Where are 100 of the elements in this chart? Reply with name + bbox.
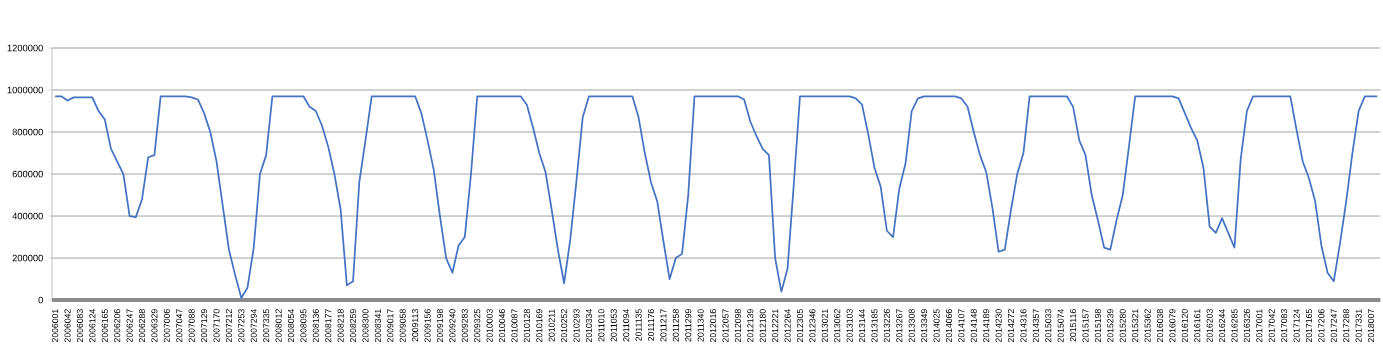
x-tick-label: 2011053 bbox=[610, 309, 617, 342]
x-tick-label: 2012221 bbox=[772, 309, 779, 343]
x-tick-label: 2006206 bbox=[114, 309, 121, 343]
x-tick-label: 2013185 bbox=[871, 309, 878, 343]
y-tick-label: 200000 bbox=[12, 254, 43, 262]
x-tick-label: 2009113 bbox=[412, 309, 419, 342]
x-tick-label: 2016203 bbox=[1206, 309, 1213, 343]
x-tick-label: 2011010 bbox=[598, 309, 605, 342]
x-tick-label: 2011217 bbox=[660, 309, 667, 342]
y-tick-label: 1000000 bbox=[7, 86, 43, 94]
x-tick-label: 2013103 bbox=[846, 309, 853, 343]
x-tick-label: 2015362 bbox=[1144, 309, 1151, 343]
x-tick-label: 2006165 bbox=[101, 309, 108, 343]
x-tick-label: 2007335 bbox=[263, 309, 270, 343]
x-tick-label: 2007006 bbox=[163, 309, 170, 343]
x-tick-label: 2007129 bbox=[201, 309, 208, 343]
x-tick-label: 2016285 bbox=[1231, 309, 1238, 343]
x-tick-label: 2010252 bbox=[561, 309, 568, 343]
x-tick-label: 2014189 bbox=[983, 309, 990, 343]
x-tick-label: 2012098 bbox=[734, 309, 741, 343]
x-tick-label: 2007047 bbox=[176, 309, 183, 343]
x-tick-label: 2012139 bbox=[747, 309, 754, 343]
x-tick-label: 2017331 bbox=[1355, 309, 1362, 343]
x-tick-label: 2006001 bbox=[52, 309, 59, 343]
x-tick-label: 2015116 bbox=[1070, 309, 1077, 342]
x-tick-label: 2006247 bbox=[126, 309, 133, 343]
x-tick-label: 2008095 bbox=[300, 309, 307, 343]
x-tick-label: 2012264 bbox=[784, 309, 791, 343]
x-tick-label: 2017124 bbox=[1293, 309, 1300, 343]
x-tick-label: 2010128 bbox=[523, 309, 530, 343]
x-tick-label: 2014025 bbox=[933, 309, 940, 343]
x-tick-label: 2014316 bbox=[1020, 309, 1027, 343]
x-tick-label: 2011340 bbox=[697, 309, 704, 342]
y-tick-label: 1200000 bbox=[7, 44, 43, 52]
x-tick-label: 2008259 bbox=[350, 309, 357, 343]
x-tick-label: 2016038 bbox=[1156, 309, 1164, 343]
x-tick-label: 2015074 bbox=[1057, 309, 1064, 343]
x-tick-label: 2015033 bbox=[1045, 309, 1052, 343]
x-tick-label: 2014272 bbox=[1007, 309, 1015, 343]
x-tick-label: 2006083 bbox=[76, 309, 84, 343]
x-tick-label: 2017206 bbox=[1318, 309, 1325, 343]
x-tick-label: 2011258 bbox=[672, 309, 679, 342]
x-tick-label: 2011299 bbox=[685, 309, 692, 342]
x-tick-label: 2013267 bbox=[896, 309, 903, 343]
x-tick-label: 2013021 bbox=[821, 309, 828, 343]
x-tick-label: 2009240 bbox=[449, 309, 456, 343]
x-tick-label: 2011176 bbox=[647, 309, 655, 341]
x-tick-label: 2011094 bbox=[623, 309, 630, 342]
x-tick-label: 2011135 bbox=[635, 309, 642, 341]
x-tick-label: 2012057 bbox=[722, 309, 729, 343]
x-tick-label: 2016244 bbox=[1219, 309, 1226, 343]
x-tick-label: 2016326 bbox=[1243, 309, 1250, 343]
x-tick-label: 2017288 bbox=[1343, 309, 1350, 343]
y-tick-label: 0 bbox=[38, 296, 43, 304]
x-tick-label: 2009058 bbox=[399, 309, 406, 343]
x-tick-label: 2016120 bbox=[1181, 309, 1188, 343]
x-tick-label: 2006329 bbox=[151, 309, 158, 343]
x-tick-label: 2010169 bbox=[536, 309, 543, 343]
x-tick-label: 2016161 bbox=[1194, 309, 1201, 343]
x-tick-label: 2013062 bbox=[834, 309, 841, 343]
x-tick-label: 2006288 bbox=[138, 309, 146, 343]
x-tick-label: 2015321 bbox=[1132, 309, 1139, 343]
x-tick-label: 2007294 bbox=[250, 309, 257, 343]
x-tick-label: 2015239 bbox=[1107, 309, 1114, 343]
x-tick-label: 2017083 bbox=[1281, 309, 1288, 343]
y-tick-label: 600000 bbox=[12, 170, 43, 178]
x-tick-label: 2009198 bbox=[436, 309, 444, 343]
x-tick-label: 2008012 bbox=[275, 309, 282, 343]
x-tick-label: 2013349 bbox=[921, 309, 928, 343]
x-tick-label: 2006042 bbox=[64, 309, 71, 343]
x-tick-label: 2010046 bbox=[498, 309, 506, 343]
x-tick-label: 2010334 bbox=[585, 309, 592, 343]
x-tick-label: 2015198 bbox=[1094, 309, 1101, 343]
x-tick-label: 2008177 bbox=[325, 309, 332, 343]
x-tick-label: 2012346 bbox=[809, 309, 816, 343]
x-tick-label: 2012305 bbox=[796, 309, 804, 343]
x-tick-label: 2013308 bbox=[908, 309, 915, 343]
x-tick-label: 2012180 bbox=[759, 309, 766, 343]
x-tick-label: 2008136 bbox=[312, 309, 319, 343]
x-tick-label: 2007088 bbox=[188, 309, 195, 343]
x-tick-label: 2013144 bbox=[858, 309, 866, 343]
x-tick-label: 2008218 bbox=[337, 309, 344, 343]
x-tick-label: 2008054 bbox=[287, 309, 295, 343]
x-tick-label: 2015157 bbox=[1082, 309, 1089, 343]
x-tick-label: 2010003 bbox=[486, 309, 493, 343]
x-tick-label: 2010087 bbox=[511, 309, 518, 343]
x-tick-label: 2014107 bbox=[958, 309, 965, 343]
x-tick-label: 2010293 bbox=[573, 309, 580, 343]
x-tick-label: 2009283 bbox=[461, 309, 468, 343]
x-tick-label: 2016079 bbox=[1169, 309, 1176, 343]
x-tick-label: 2012016 bbox=[710, 309, 717, 343]
x-tick-label: 2017042 bbox=[1268, 309, 1275, 343]
x-tick-label: 2008300 bbox=[362, 309, 369, 343]
x-tick-label: 2015280 bbox=[1119, 309, 1126, 343]
x-tick-label: 2009156 bbox=[424, 309, 431, 343]
x-tick-label: 2007253 bbox=[238, 309, 245, 343]
x-tick-label: 2009017 bbox=[387, 309, 394, 343]
x-tick-label: 2007170 bbox=[213, 309, 220, 343]
x-tick-label: 2017001 bbox=[1256, 309, 1263, 343]
x-tick-label: 2014066 bbox=[945, 309, 953, 343]
